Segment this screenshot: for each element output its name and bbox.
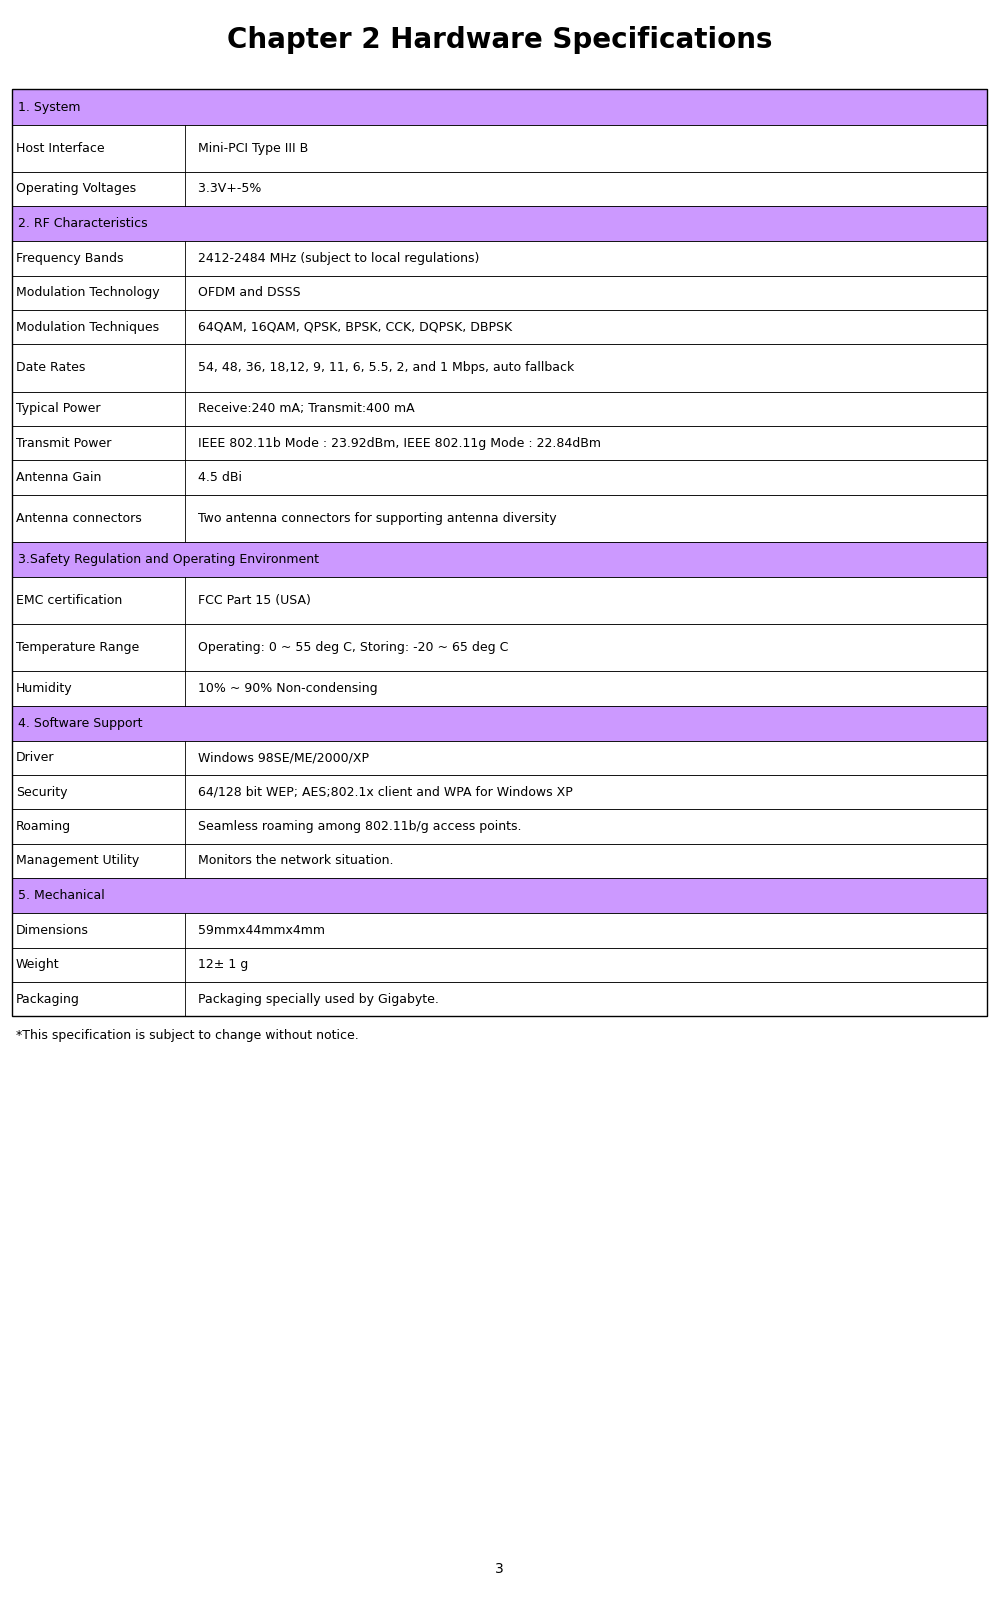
Text: Seamless roaming among 802.11b/g access points.: Seamless roaming among 802.11b/g access …	[190, 820, 521, 833]
Text: 3: 3	[496, 1563, 503, 1576]
Text: Security: Security	[16, 786, 68, 799]
Bar	[12, 542, 987, 577]
Text: Operating Voltages: Operating Voltages	[16, 182, 136, 195]
Text: Monitors the network situation.: Monitors the network situation.	[190, 855, 394, 868]
Bar	[12, 809, 987, 844]
Text: 59mmx44mmx4mm: 59mmx44mmx4mm	[190, 924, 325, 936]
Bar	[12, 392, 987, 425]
Text: 3.3V+-5%: 3.3V+-5%	[190, 182, 261, 195]
Text: Host Interface: Host Interface	[16, 142, 105, 155]
Bar	[12, 912, 987, 948]
Text: EMC certification: EMC certification	[16, 594, 122, 607]
Text: Windows 98SE/ME/2000/XP: Windows 98SE/ME/2000/XP	[190, 751, 369, 764]
Text: OFDM and DSSS: OFDM and DSSS	[190, 286, 301, 299]
Text: Modulation Techniques: Modulation Techniques	[16, 321, 159, 334]
Bar	[12, 948, 987, 981]
Text: Date Rates: Date Rates	[16, 361, 85, 374]
Bar	[12, 173, 987, 206]
Text: Antenna connectors: Antenna connectors	[16, 511, 142, 524]
Bar	[12, 89, 987, 1016]
Bar	[12, 740, 987, 775]
Text: Management Utility: Management Utility	[16, 855, 139, 868]
Bar	[12, 671, 987, 705]
Text: 10% ~ 90% Non-condensing: 10% ~ 90% Non-condensing	[190, 682, 378, 695]
Bar	[12, 577, 987, 623]
Text: Roaming: Roaming	[16, 820, 71, 833]
Text: 3.Safety Regulation and Operating Environment: 3.Safety Regulation and Operating Enviro…	[18, 553, 319, 566]
Bar	[12, 705, 987, 740]
Text: IEEE 802.11b Mode : 23.92dBm, IEEE 802.11g Mode : 22.84dBm: IEEE 802.11b Mode : 23.92dBm, IEEE 802.1…	[190, 436, 600, 449]
Bar	[12, 844, 987, 877]
Text: 2412-2484 MHz (subject to local regulations): 2412-2484 MHz (subject to local regulati…	[190, 252, 480, 265]
Bar	[12, 89, 987, 125]
Bar	[12, 241, 987, 275]
Text: Antenna Gain: Antenna Gain	[16, 471, 101, 484]
Text: Weight: Weight	[16, 959, 60, 972]
Text: Packaging: Packaging	[16, 992, 80, 1005]
Text: 4.5 dBi: 4.5 dBi	[190, 471, 242, 484]
Text: Transmit Power: Transmit Power	[16, 436, 111, 449]
Bar	[12, 206, 987, 241]
Text: 54, 48, 36, 18,12, 9, 11, 6, 5.5, 2, and 1 Mbps, auto fallback: 54, 48, 36, 18,12, 9, 11, 6, 5.5, 2, and…	[190, 361, 574, 374]
Text: Mini-PCI Type III B: Mini-PCI Type III B	[190, 142, 308, 155]
Bar	[12, 775, 987, 809]
Text: *This specification is subject to change without notice.: *This specification is subject to change…	[16, 1029, 359, 1042]
Text: FCC Part 15 (USA): FCC Part 15 (USA)	[190, 594, 311, 607]
Text: Operating: 0 ~ 55 deg C, Storing: -20 ~ 65 deg C: Operating: 0 ~ 55 deg C, Storing: -20 ~ …	[190, 641, 508, 654]
Bar	[12, 981, 987, 1016]
Text: Driver: Driver	[16, 751, 55, 764]
Text: Receive:240 mA; Transmit:400 mA: Receive:240 mA; Transmit:400 mA	[190, 403, 415, 415]
Bar	[12, 125, 987, 173]
Text: 4. Software Support: 4. Software Support	[18, 716, 143, 730]
Text: Frequency Bands: Frequency Bands	[16, 252, 124, 265]
Bar	[12, 275, 987, 310]
Text: 64/128 bit WEP; AES;802.1x client and WPA for Windows XP: 64/128 bit WEP; AES;802.1x client and WP…	[190, 786, 572, 799]
Text: 5. Mechanical: 5. Mechanical	[18, 888, 105, 903]
Text: Dimensions: Dimensions	[16, 924, 89, 936]
Text: 64QAM, 16QAM, QPSK, BPSK, CCK, DQPSK, DBPSK: 64QAM, 16QAM, QPSK, BPSK, CCK, DQPSK, DB…	[190, 321, 511, 334]
Bar	[12, 425, 987, 460]
Text: Packaging specially used by Gigabyte.: Packaging specially used by Gigabyte.	[190, 992, 439, 1005]
Text: Humidity: Humidity	[16, 682, 73, 695]
Text: 12± 1 g: 12± 1 g	[190, 959, 248, 972]
Text: Temperature Range: Temperature Range	[16, 641, 139, 654]
Bar	[12, 877, 987, 912]
Text: Two antenna connectors for supporting antenna diversity: Two antenna connectors for supporting an…	[190, 511, 556, 524]
Text: Typical Power: Typical Power	[16, 403, 101, 415]
Bar	[12, 623, 987, 671]
Text: 2. RF Characteristics: 2. RF Characteristics	[18, 217, 148, 230]
Text: Modulation Technology: Modulation Technology	[16, 286, 160, 299]
Bar	[12, 344, 987, 392]
Text: 1. System: 1. System	[18, 101, 81, 113]
Bar	[12, 494, 987, 542]
Text: Chapter 2 Hardware Specifications: Chapter 2 Hardware Specifications	[227, 26, 772, 54]
Bar	[12, 310, 987, 344]
Bar	[12, 460, 987, 494]
